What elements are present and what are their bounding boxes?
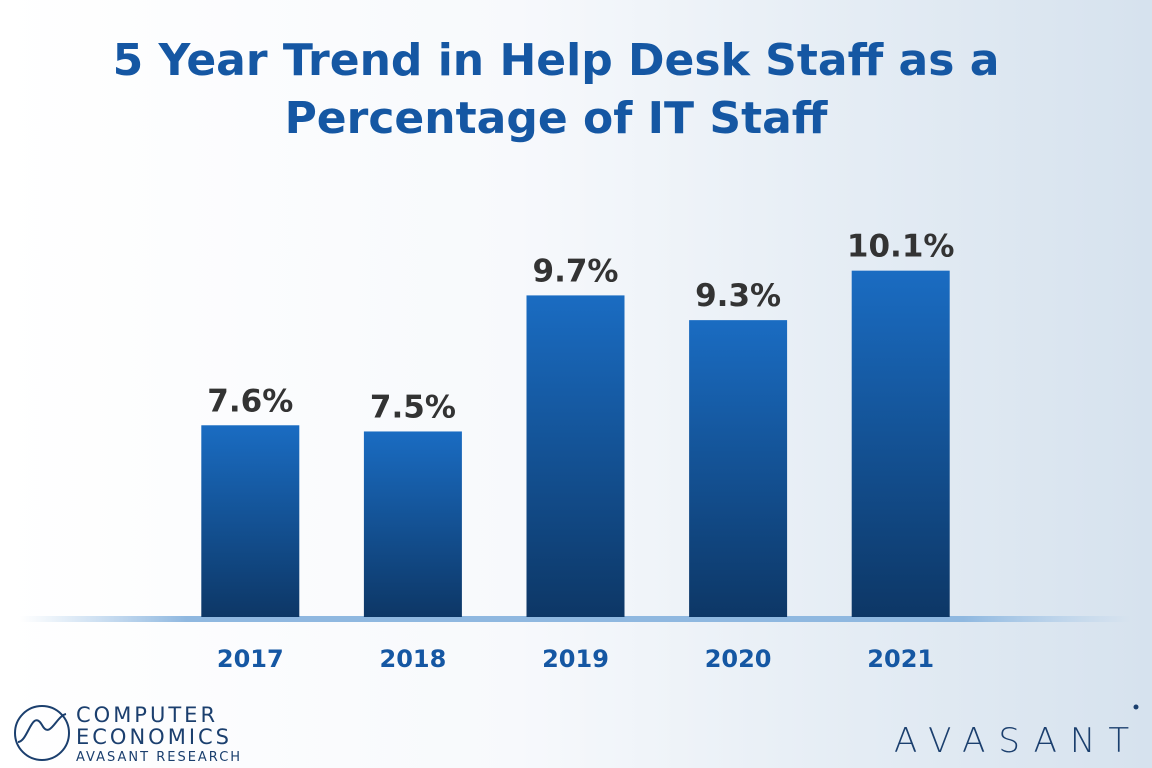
value-label: 7.6% bbox=[207, 383, 293, 419]
x-tick-label: 2020 bbox=[705, 645, 772, 673]
bar bbox=[689, 320, 788, 617]
left-logo: COMPUTER ECONOMICS AVASANT RESEARCH bbox=[14, 703, 242, 765]
bar bbox=[201, 425, 300, 617]
bar bbox=[526, 295, 625, 617]
baseline bbox=[20, 616, 1130, 622]
logo-text: COMPUTER bbox=[76, 703, 218, 727]
bar bbox=[851, 270, 950, 617]
right-logo: AVASANT bbox=[894, 721, 1142, 761]
logo-text: ECONOMICS bbox=[76, 725, 232, 749]
logo-dot bbox=[1133, 704, 1139, 710]
value-label: 7.5% bbox=[370, 389, 456, 425]
chart-title: 5 Year Trend in Help Desk Staff as a Per… bbox=[112, 35, 1000, 144]
x-tick-label: 2018 bbox=[380, 645, 447, 673]
bar bbox=[363, 431, 462, 617]
value-label: 9.7% bbox=[533, 253, 619, 289]
logo-circle bbox=[14, 705, 70, 761]
x-tick-label: 2019 bbox=[542, 645, 609, 673]
x-tick-label: 2021 bbox=[867, 645, 934, 673]
value-label: 10.1% bbox=[847, 229, 955, 265]
logo-wave bbox=[17, 713, 67, 743]
value-label: 9.3% bbox=[695, 278, 781, 314]
x-tick-label: 2017 bbox=[217, 645, 284, 673]
logo-subtext: AVASANT RESEARCH bbox=[76, 750, 242, 765]
